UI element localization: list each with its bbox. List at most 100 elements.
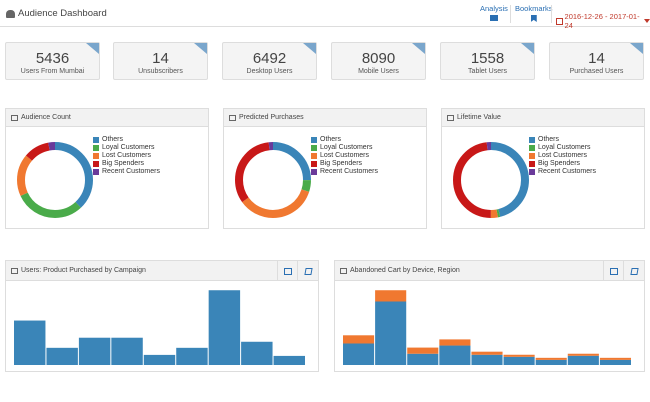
table-view-button[interactable] xyxy=(277,261,298,281)
legend-item-others[interactable]: Others xyxy=(311,136,378,144)
table-icon xyxy=(610,267,618,275)
bar-segment-primary[interactable] xyxy=(407,353,439,365)
edit-button[interactable] xyxy=(297,261,318,281)
chart-legend: Others Loyal Customers Lost Customers Big S… xyxy=(311,136,378,176)
divider xyxy=(551,5,552,23)
edit-button[interactable] xyxy=(623,261,644,281)
donut-slice-loyal[interactable] xyxy=(17,142,93,218)
legend-item-lost[interactable]: Lost Customers xyxy=(311,152,378,160)
panel-title: Users: Product Purchased by Campaign xyxy=(21,267,146,274)
donut-slice-recent[interactable] xyxy=(17,142,93,218)
bar-segment-secondary[interactable] xyxy=(343,335,375,344)
stat-card-mumbai[interactable]: 5436 Users From Mumbai xyxy=(5,42,100,80)
bar-segment-secondary[interactable] xyxy=(407,347,439,354)
stat-card-tablet[interactable]: 1558 Tablet Users xyxy=(440,42,535,80)
legend-label: Recent Customers xyxy=(320,168,378,175)
bar-segment-primary[interactable] xyxy=(273,355,305,365)
bar-segment-primary[interactable] xyxy=(599,359,631,365)
legend-label: Loyal Customers xyxy=(538,144,591,151)
panel-header: Abandoned Cart by Device, Region xyxy=(335,261,644,281)
bar-segment-primary[interactable] xyxy=(143,354,176,365)
legend-swatch xyxy=(93,145,99,151)
page-title: Audience Dashboard xyxy=(6,8,107,19)
bar-segment-primary[interactable] xyxy=(46,347,78,365)
expand-icon[interactable] xyxy=(303,43,316,54)
stat-value: 8090 xyxy=(361,50,396,67)
legend-item-lost[interactable]: Lost Customers xyxy=(529,152,596,160)
bar-segment-primary[interactable] xyxy=(343,343,375,365)
legend-item-recent[interactable]: Recent Customers xyxy=(311,168,378,176)
legend-swatch xyxy=(529,137,535,143)
bar-segment-secondary[interactable] xyxy=(471,351,503,355)
bar-segment-secondary[interactable] xyxy=(599,357,631,360)
legend-item-loyal[interactable]: Loyal Customers xyxy=(93,144,160,152)
legend-label: Others xyxy=(102,136,124,143)
legend-item-loyal[interactable]: Loyal Customers xyxy=(311,144,378,152)
expand-icon[interactable] xyxy=(86,43,99,54)
bar-segment-secondary[interactable] xyxy=(535,357,567,360)
donut-slice-lost[interactable] xyxy=(453,142,529,218)
expand-icon[interactable] xyxy=(194,43,207,54)
bar-segment-secondary[interactable] xyxy=(567,353,599,356)
users-icon xyxy=(11,267,18,274)
legend-item-others[interactable]: Others xyxy=(93,136,160,144)
bar-segment-secondary[interactable] xyxy=(375,290,407,302)
bar-chart xyxy=(343,290,631,365)
bar-segment-secondary[interactable] xyxy=(439,339,471,346)
legend-swatch xyxy=(93,169,99,175)
donut-slice-big[interactable] xyxy=(453,142,529,218)
date-range-text: 2016-12-26 - 2017-01-24 xyxy=(564,12,640,30)
donut-slice-recent[interactable] xyxy=(453,142,529,218)
legend-item-big[interactable]: Big Spenders xyxy=(311,160,378,168)
bar-segment-primary[interactable] xyxy=(111,337,143,365)
stat-card-unsubscribers[interactable]: 14 Unsubscribers xyxy=(113,42,208,80)
panel-title: Lifetime Value xyxy=(457,114,501,121)
expand-icon[interactable] xyxy=(630,43,643,54)
legend-item-others[interactable]: Others xyxy=(529,136,596,144)
bookmarks-button[interactable]: Bookmarks xyxy=(515,4,553,22)
bar-segment-primary[interactable] xyxy=(375,301,407,365)
legend-item-big[interactable]: Big Spenders xyxy=(529,160,596,168)
stat-label: Tablet Users xyxy=(468,68,507,75)
panel-header: Audience Count xyxy=(6,109,208,127)
bar-segment-primary[interactable] xyxy=(208,290,241,365)
panel-header: Users: Product Purchased by Campaign xyxy=(6,261,318,281)
bar-segment-primary[interactable] xyxy=(241,341,273,365)
bar-segment-primary[interactable] xyxy=(535,359,567,365)
bar-segment-primary[interactable] xyxy=(503,356,535,365)
donut-slice-big[interactable] xyxy=(235,142,311,218)
legend-item-loyal[interactable]: Loyal Customers xyxy=(529,144,596,152)
legend-item-big[interactable]: Big Spenders xyxy=(93,160,160,168)
legend-swatch xyxy=(311,161,317,167)
bar-segment-primary[interactable] xyxy=(567,355,599,365)
table-view-button[interactable] xyxy=(603,261,624,281)
bar-segment-primary[interactable] xyxy=(176,347,208,365)
edit-icon xyxy=(303,267,313,275)
legend-item-lost[interactable]: Lost Customers xyxy=(93,152,160,160)
page-title-text: Audience Dashboard xyxy=(18,8,107,19)
bar-segment-primary[interactable] xyxy=(78,337,111,365)
legend-label: Recent Customers xyxy=(102,168,160,175)
date-range-picker[interactable]: 2016-12-26 - 2017-01-24 xyxy=(556,12,650,30)
predicted-purchases-panel: Predicted Purchases Others Loyal Customer… xyxy=(223,108,427,229)
stat-card-purchased[interactable]: 14 Purchased Users xyxy=(549,42,644,80)
donut-chart xyxy=(453,142,529,218)
expand-icon[interactable] xyxy=(412,43,425,54)
bar-segment-secondary[interactable] xyxy=(503,354,535,357)
legend-item-recent[interactable]: Recent Customers xyxy=(529,168,596,176)
bar-segment-primary[interactable] xyxy=(14,320,46,365)
donut-slice-lost[interactable] xyxy=(235,142,311,218)
expand-icon[interactable] xyxy=(521,43,534,54)
donut-slice-recent[interactable] xyxy=(235,142,311,218)
analysis-button[interactable]: Analysis xyxy=(480,4,508,21)
legend-item-recent[interactable]: Recent Customers xyxy=(93,168,160,176)
legend-label: Lost Customers xyxy=(102,152,152,159)
legend-swatch xyxy=(529,161,535,167)
legend-swatch xyxy=(311,169,317,175)
chart-legend: Others Loyal Customers Lost Customers Big S… xyxy=(93,136,160,176)
stat-card-desktop[interactable]: 6492 Desktop Users xyxy=(222,42,317,80)
bar-segment-primary[interactable] xyxy=(471,354,503,365)
bar-segment-primary[interactable] xyxy=(439,345,471,365)
donut-slice-lost[interactable] xyxy=(17,142,93,218)
stat-card-mobile[interactable]: 8090 Mobile Users xyxy=(331,42,426,80)
